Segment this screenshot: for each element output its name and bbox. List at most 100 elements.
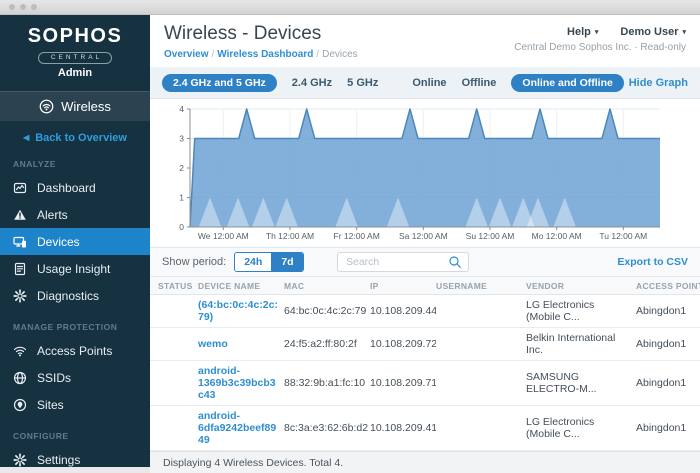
breadcrumb-separator: / <box>316 49 320 60</box>
sophos-logo: SOPHOS CENTRAL Admin <box>0 15 150 87</box>
sidebar-item-label: Diagnostics <box>37 288 100 303</box>
breadcrumb-devices: Devices <box>322 49 358 60</box>
sidebar-item-settings[interactable]: Settings <box>0 446 150 467</box>
mac-address: 64:bc:0c:4c:2c:79 <box>284 305 367 317</box>
access-point: Abingdon1 <box>636 305 687 317</box>
sidebar: SOPHOS CENTRAL Admin Wireless ◀ Back to … <box>0 15 150 467</box>
breadcrumb-overview[interactable]: Overview <box>164 49 209 60</box>
device-name-link[interactable]: android-1369b3c39bcb3c43 <box>198 365 276 401</box>
sidebar-item-devices[interactable]: Devices <box>0 228 150 255</box>
export-to-csv-link[interactable]: Export to CSV <box>617 256 688 268</box>
column-header-ip[interactable]: IP <box>370 280 379 291</box>
search-box <box>337 252 469 272</box>
column-header-vendor[interactable]: VENDOR <box>526 280 565 291</box>
vendor: Belkin International Inc. <box>526 332 616 356</box>
filter-online[interactable]: Online <box>412 76 447 89</box>
username <box>436 340 526 348</box>
user-menu[interactable]: Demo User ▾ <box>620 26 686 38</box>
sidebar-item-label: Dashboard <box>37 180 96 195</box>
admin-label: Admin <box>57 67 93 79</box>
filter-offline[interactable]: Offline <box>461 76 497 89</box>
device-name-link[interactable]: (64:bc:0c:4c:2c:79) <box>198 299 278 323</box>
username <box>436 424 526 432</box>
table-row[interactable]: (64:bc:0c:4c:2c:79) 64:bc:0c:4c:2c:79 10.1… <box>150 295 700 328</box>
svg-text:0: 0 <box>179 222 184 232</box>
sidebar-item-diagnostics[interactable]: Diagnostics <box>0 282 150 309</box>
sidebar-item-ssids[interactable]: SSIDs <box>0 364 150 391</box>
filter-online-and-offline[interactable]: Online and Offline <box>511 73 624 92</box>
sidebar-item-label: Devices <box>37 234 80 249</box>
help-menu[interactable]: Help ▾ <box>567 26 599 38</box>
access-point: Abingdon1 <box>636 377 687 389</box>
sidebar-item-label: Access Points <box>37 343 113 358</box>
column-header-access-point[interactable]: ACCESS POINT <box>636 280 700 291</box>
ip-address: 10.108.209.41 <box>370 422 436 434</box>
back-link-label: Back to Overview <box>35 132 127 144</box>
chevron-down-icon: ▾ <box>682 29 686 36</box>
report-icon <box>13 262 27 276</box>
sidebar-item-label: Settings <box>37 452 81 467</box>
filter-5-ghz[interactable]: 5 GHz <box>347 76 379 89</box>
central-badge: CENTRAL <box>37 51 113 64</box>
window-minimize-icon[interactable] <box>20 4 26 10</box>
svg-text:Su 12:00 AM: Su 12:00 AM <box>466 231 515 241</box>
svg-text:Fr 12:00 AM: Fr 12:00 AM <box>334 231 380 241</box>
svg-text:4: 4 <box>179 104 184 114</box>
filter-2-4-ghz[interactable]: 2.4 GHz <box>291 76 333 89</box>
column-header-username[interactable]: USERNAME <box>436 280 488 291</box>
svg-text:Th 12:00 AM: Th 12:00 AM <box>266 231 314 241</box>
ip-address: 10.108.209.71 <box>370 377 436 389</box>
product-label: Wireless <box>61 99 111 114</box>
table-row[interactable]: wemo 24:f5:a2:ff:80:2f 10.108.209.72 Belkin… <box>150 328 700 361</box>
vendor: SAMSUNG ELECTRO-M... <box>526 371 597 395</box>
window-zoom-icon[interactable] <box>31 4 37 10</box>
show-period-label: Show period: <box>162 256 227 268</box>
sidebar-item-access-points[interactable]: Access Points <box>0 337 150 364</box>
svg-text:We 12:00 AM: We 12:00 AM <box>198 231 249 241</box>
column-header-device-name[interactable]: DEVICE NAME <box>198 280 261 291</box>
account-info: Central Demo Sophos Inc. · Read-only <box>514 42 686 53</box>
search-input[interactable] <box>344 255 448 269</box>
filter-2-4-ghz-and-5-ghz[interactable]: 2.4 GHz and 5 GHz <box>162 73 277 92</box>
filter-bar: 2.4 GHz and 5 GHz 2.4 GHz 5 GHz Online Offl… <box>150 67 700 99</box>
period-option-7d[interactable]: 7d <box>272 253 303 271</box>
sidebar-item-sites[interactable]: Sites <box>0 391 150 418</box>
main-content: Wireless - Devices Overview / Wireless Das… <box>150 15 700 473</box>
page-header: Wireless - Devices Overview / Wireless Das… <box>150 15 700 67</box>
globe-icon <box>13 371 27 385</box>
column-header-status[interactable]: STATUS <box>158 280 193 291</box>
device-name-link[interactable]: wemo <box>198 338 228 350</box>
nav-section-configure: CONFIGURE <box>13 431 69 441</box>
search-icon[interactable] <box>448 255 462 269</box>
hide-graph-link[interactable]: Hide Graph <box>628 76 688 89</box>
back-arrow-icon: ◀ <box>23 133 30 142</box>
svg-text:Tu 12:00 AM: Tu 12:00 AM <box>599 231 647 241</box>
svg-text:3: 3 <box>179 134 184 144</box>
window-close-icon[interactable] <box>9 4 15 10</box>
table-row[interactable]: android-1369b3c39bcb3c43 88:32:9b:a1:fc:1… <box>150 361 700 406</box>
svg-text:1: 1 <box>179 193 184 203</box>
breadcrumb-separator: / <box>211 49 215 60</box>
column-header-mac[interactable]: MAC <box>284 280 305 291</box>
sidebar-item-alerts[interactable]: Alerts <box>0 201 150 228</box>
mac-address: 88:32:9b:a1:fc:10 <box>284 377 366 389</box>
table-header: STATUS DEVICE NAME MAC IP USERNAME VENDOR ACCE… <box>150 277 700 295</box>
table-row[interactable]: android-6dfa9242beef8949 8c:3a:e3:62:6b:d… <box>150 406 700 451</box>
sidebar-item-label: Sites <box>37 397 64 412</box>
header-right: Help ▾ Demo User ▾ Central Demo Sophos I… <box>514 23 686 60</box>
chevron-down-icon: ▾ <box>594 29 599 36</box>
devices-activity-chart: 0 1 2 3 4 We 12:00 AM Th 12:00 AM Fr 12:00 AM Sa… <box>179 104 660 241</box>
breadcrumb-wireless-dashboard[interactable]: Wireless Dashboard <box>217 49 314 60</box>
gear-icon <box>13 452 27 467</box>
footer-bar: Displaying 4 Wireless Devices. Total 4. <box>150 451 700 473</box>
sidebar-item-label: Usage Insight <box>37 261 111 276</box>
app-body: SOPHOS CENTRAL Admin Wireless ◀ Back to … <box>0 15 700 473</box>
sidebar-item-dashboard[interactable]: Dashboard <box>0 174 150 201</box>
back-to-overview-link[interactable]: ◀ Back to Overview <box>0 122 150 146</box>
device-name-link[interactable]: android-6dfa9242beef8949 <box>198 410 277 446</box>
wifi-icon <box>13 344 27 358</box>
sidebar-item-usage-insight[interactable]: Usage Insight <box>0 255 150 282</box>
period-option-24h[interactable]: 24h <box>235 253 273 271</box>
